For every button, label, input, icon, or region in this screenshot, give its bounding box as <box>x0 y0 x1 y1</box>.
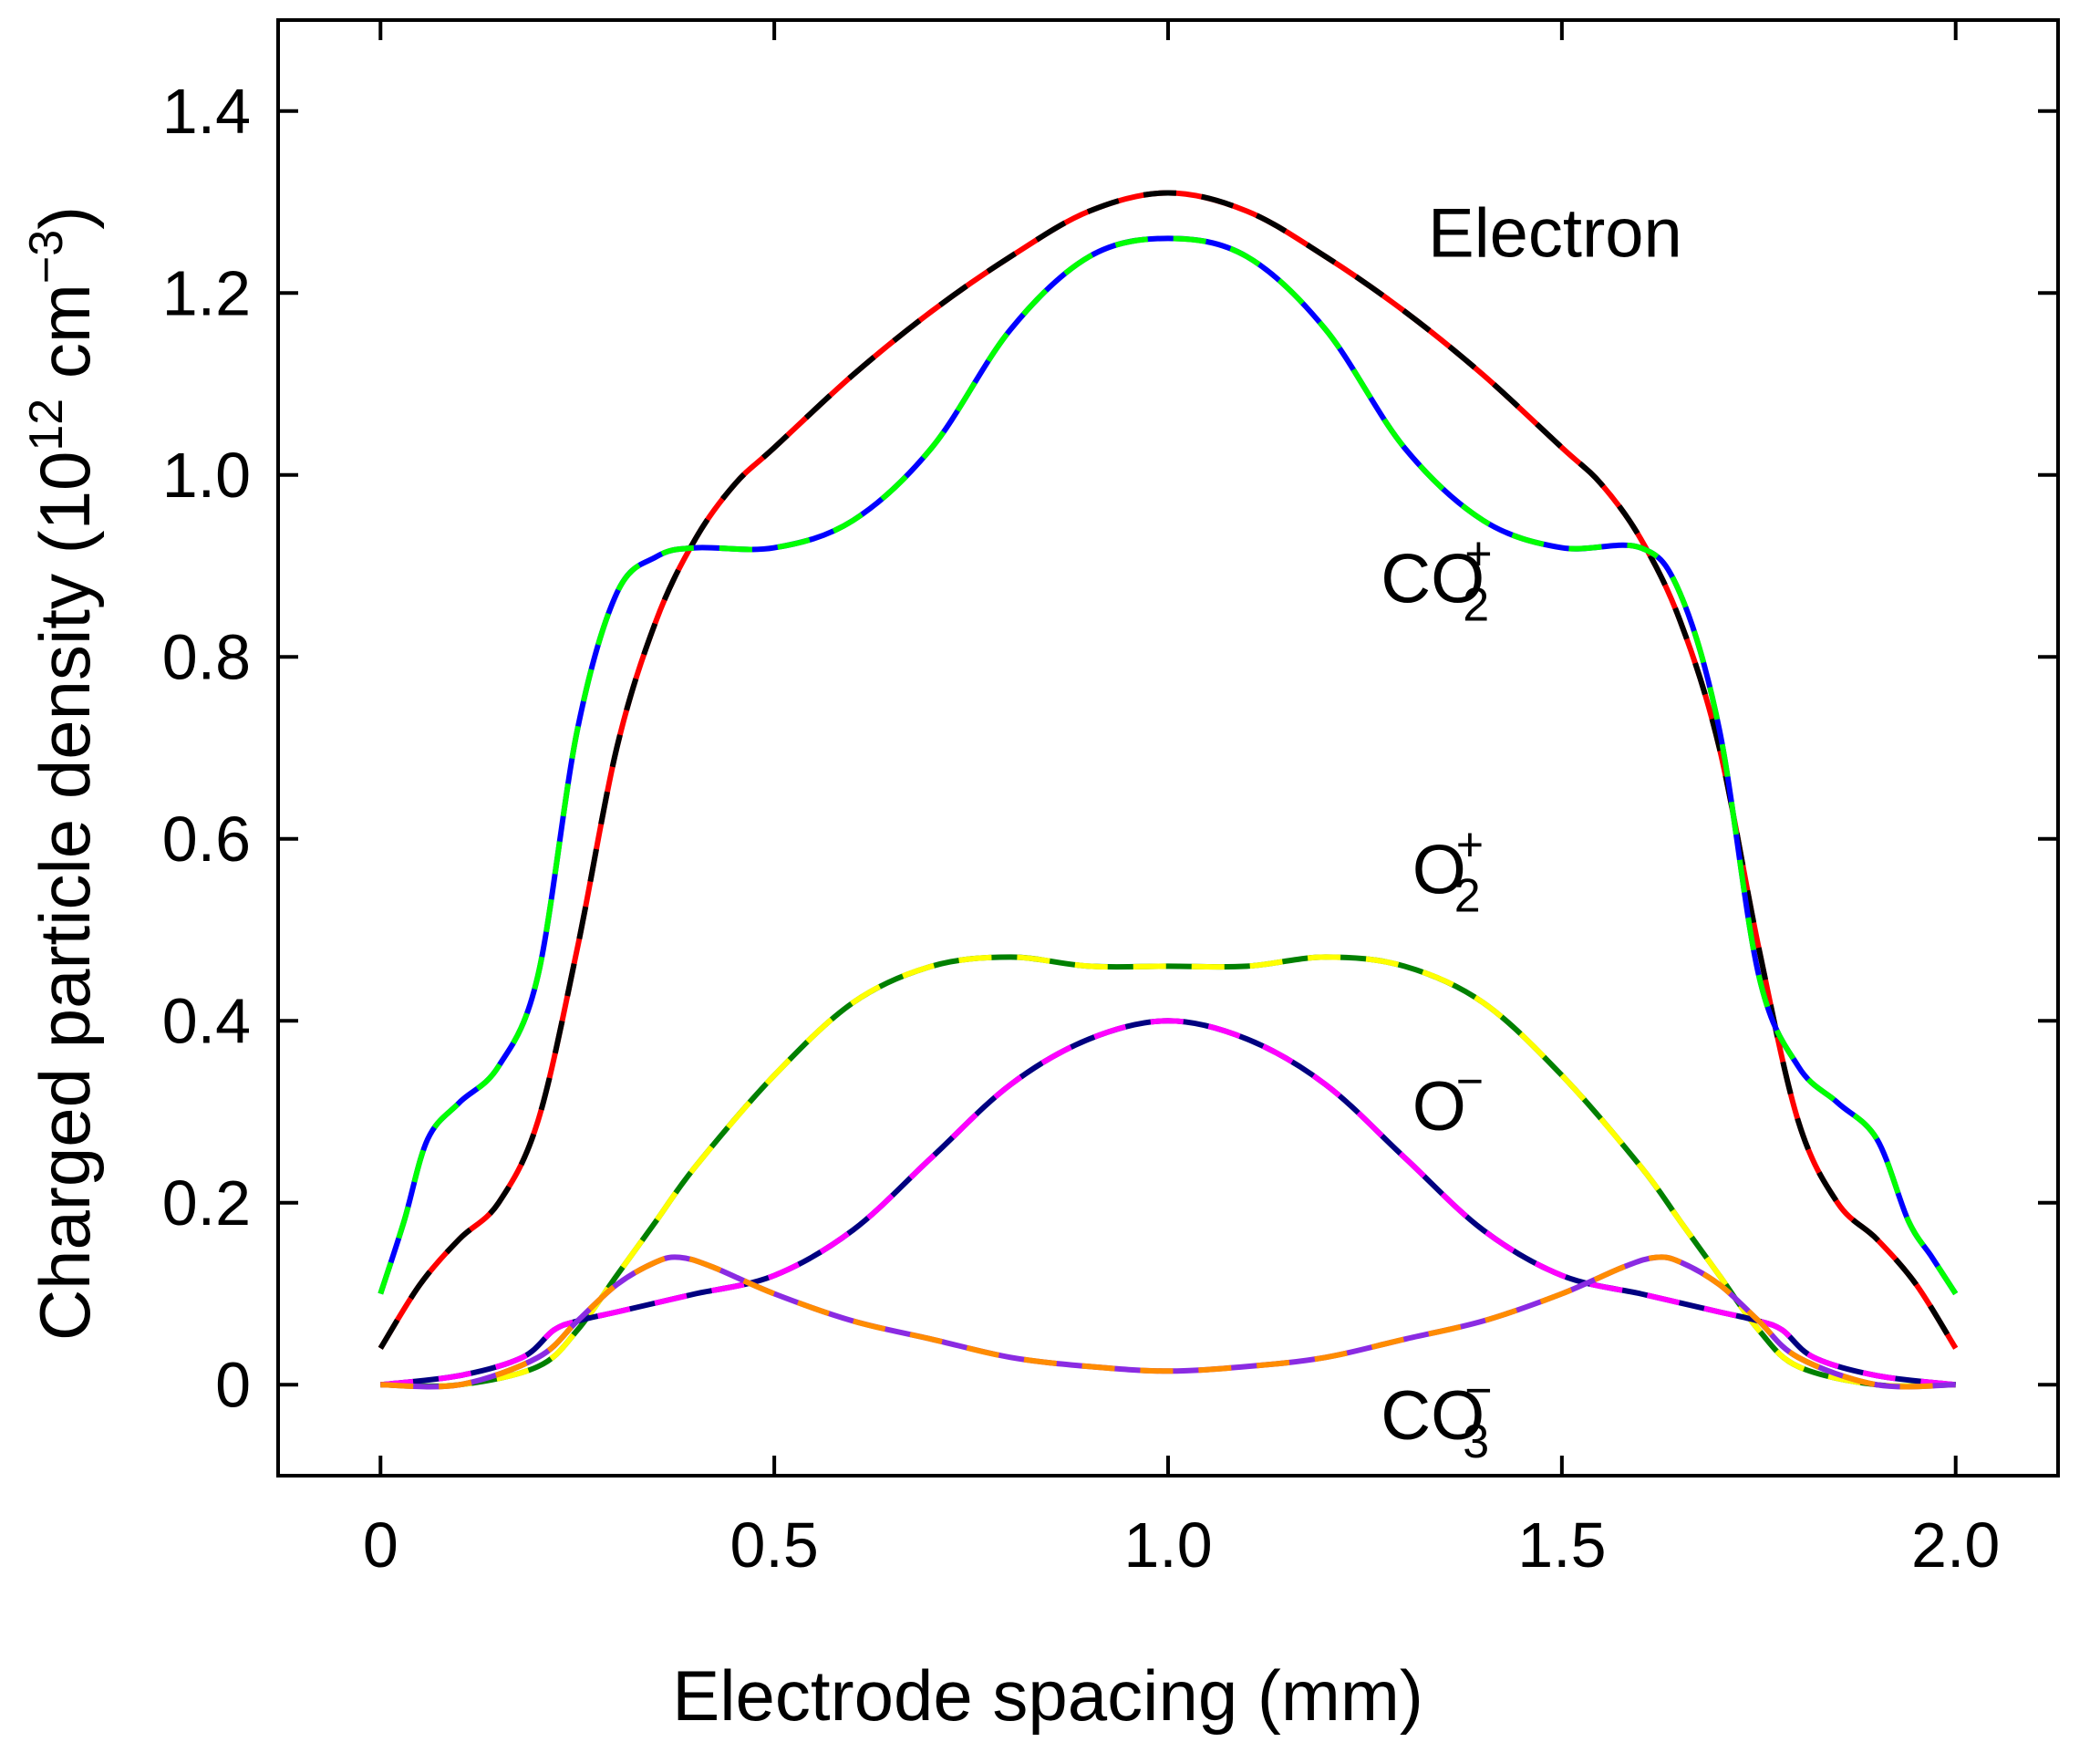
series-label: O+ 2 <box>1412 819 1484 923</box>
x-axis-title: Electrode spacing (mm) <box>672 1655 1423 1736</box>
y-axis-title-mid: cm <box>25 284 105 399</box>
series-layer <box>378 190 1959 1390</box>
y-axis-title-exp2: −3 <box>20 230 73 284</box>
x-axis: 0 0.5 1.0 1.5 2.0 <box>363 20 2000 1581</box>
x-tick-label: 2.0 <box>1911 1509 2000 1581</box>
y-tick-label: 0.6 <box>162 804 251 875</box>
series-o2- <box>380 954 1956 1389</box>
series-label: CO− 3 <box>1381 1364 1492 1468</box>
series-line-dash <box>380 1254 1956 1390</box>
series-line-dash <box>378 190 1959 1350</box>
y-axis-title: Charged particle density (1012 cm−3) <box>20 206 105 1341</box>
series-electron <box>378 190 1959 1350</box>
series-co2- <box>378 235 1959 1296</box>
y-tick-label: 1.0 <box>162 440 251 511</box>
series-o- <box>379 1018 1957 1388</box>
x-tick-label: 1.0 <box>1123 1509 1212 1581</box>
y-axis-title-exp1: 12 <box>20 399 73 451</box>
series-label: CO+ 2 <box>1381 527 1492 631</box>
y-axis: 0 0.2 0.4 0.6 0.8 1.0 1.2 1.4 <box>162 76 2058 1420</box>
y-tick-label: 0.2 <box>162 1167 251 1239</box>
y-tick-label: 1.4 <box>162 76 251 147</box>
series-line-dash <box>379 1018 1957 1388</box>
series-line <box>379 1018 1957 1388</box>
series-label: O− <box>1412 1055 1484 1146</box>
series-line <box>378 235 1959 1296</box>
series-co3- <box>380 1254 1956 1390</box>
x-tick-label: 0.5 <box>729 1509 818 1581</box>
series-line-dash <box>378 235 1959 1296</box>
series-line <box>378 190 1959 1350</box>
series-line-dash <box>380 954 1956 1389</box>
x-tick-label: 0 <box>363 1509 398 1581</box>
y-tick-label: 0.8 <box>162 621 251 692</box>
y-tick-label: 0 <box>215 1349 251 1420</box>
y-axis-title-prefix: Charged particle density (10 <box>25 451 105 1342</box>
y-axis-title-suffix: ) <box>25 206 105 230</box>
y-tick-label: 1.2 <box>162 257 251 328</box>
series-label: Electron <box>1428 194 1682 272</box>
y-tick-label: 0.4 <box>162 985 251 1056</box>
series-labels: Electron CO+ 2 O+ 2 O− CO− 3 <box>1381 194 1682 1468</box>
x-tick-label: 1.5 <box>1517 1509 1606 1581</box>
